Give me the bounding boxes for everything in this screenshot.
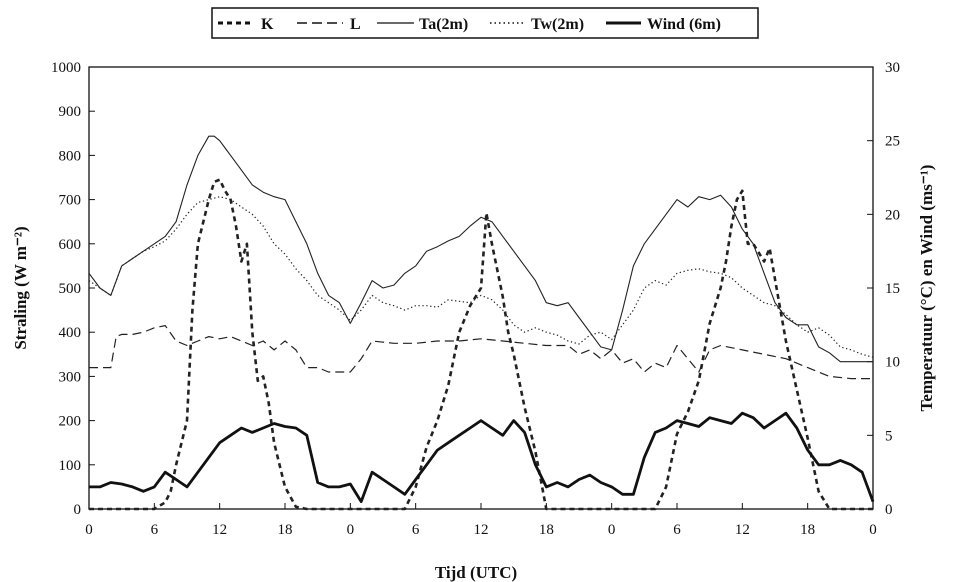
legend-label-ta: Ta(2m) xyxy=(419,16,468,33)
y-left-tick-label: 500 xyxy=(59,281,82,297)
y-left-tick-label: 900 xyxy=(59,104,82,120)
x-tick-label: 0 xyxy=(347,522,355,538)
y-right-tick-label: 0 xyxy=(885,502,893,518)
y-axis-title-left: Straling (W m⁻²) xyxy=(11,226,30,349)
legend-label-tw: Tw(2m) xyxy=(531,16,584,33)
y-left-tick-label: 0 xyxy=(74,502,82,518)
y-right-tick-label: 5 xyxy=(885,428,893,444)
y-right-tick-label: 15 xyxy=(885,281,900,297)
legend-label-l: L xyxy=(350,16,361,33)
y-left-tick-label: 800 xyxy=(59,148,82,164)
x-tick-label: 6 xyxy=(151,522,159,538)
series-line-k xyxy=(89,178,873,511)
y-left-tick-label: 300 xyxy=(59,369,82,385)
x-tick-label: 18 xyxy=(278,522,293,538)
series-line-ta-2m xyxy=(88,135,873,363)
x-tick-label: 0 xyxy=(85,522,93,538)
y-left-tick-label: 400 xyxy=(59,325,82,341)
series-line-l xyxy=(89,325,873,380)
x-tick-label: 0 xyxy=(869,522,877,538)
y-right-tick-label: 30 xyxy=(885,60,900,76)
legend: K L Ta(2m) Tw(2m) Wind (6m) xyxy=(211,7,759,39)
x-tick-label: 6 xyxy=(673,522,681,538)
x-tick-label: 18 xyxy=(539,522,554,538)
y-right-tick-label: 20 xyxy=(885,207,900,223)
y-left-tick-label: 1000 xyxy=(51,60,81,76)
series-line-wind-6m xyxy=(89,411,875,504)
y-right-tick-label: 10 xyxy=(885,355,900,371)
x-tick-label: 0 xyxy=(608,522,616,538)
x-tick-label: 12 xyxy=(735,522,750,538)
y-axis-title-right: Temperatuur (°C) en Wind (ms⁻¹) xyxy=(917,165,936,412)
y-left-tick-label: 200 xyxy=(59,414,82,430)
x-tick-label: 6 xyxy=(412,522,420,538)
y-left-tick-label: 100 xyxy=(59,458,82,474)
y-right-tick-label: 25 xyxy=(885,134,900,150)
series-layer xyxy=(88,135,875,511)
y-left-tick-label: 600 xyxy=(59,237,82,253)
x-tick-label: 12 xyxy=(474,522,489,538)
legend-label-k: K xyxy=(261,16,274,33)
legend-label-wind: Wind (6m) xyxy=(647,16,721,33)
x-axis-title: Tijd (UTC) xyxy=(435,563,517,582)
x-tick-label: 18 xyxy=(800,522,815,538)
y-left-tick-label: 700 xyxy=(59,193,82,209)
series-line-tw-2m xyxy=(88,196,874,358)
axes: 0100200300400500600700800900100005101520… xyxy=(51,60,900,538)
x-tick-label: 12 xyxy=(212,522,227,538)
